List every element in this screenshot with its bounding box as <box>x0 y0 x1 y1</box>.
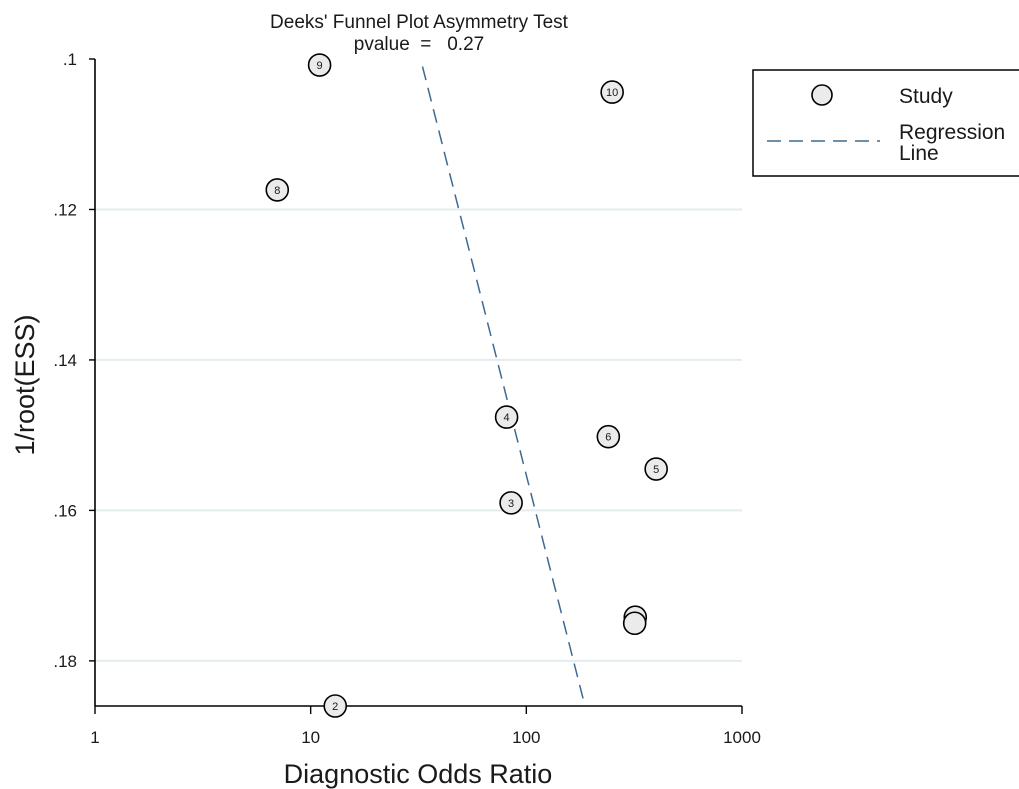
study-marker <box>499 491 523 515</box>
study-label: 4 <box>504 412 510 424</box>
y-tick-label: .18 <box>53 652 77 671</box>
grid-lines <box>95 208 742 662</box>
x-tick-label: 10 <box>301 728 320 747</box>
legend-regression-label-1: Regression <box>899 121 1005 144</box>
study-label: 8 <box>274 185 280 197</box>
study-marker <box>265 178 290 202</box>
study-marker <box>323 694 348 718</box>
study-label: 5 <box>653 464 659 476</box>
study-label: 2 <box>332 701 338 713</box>
study-marker <box>600 80 624 104</box>
legend-regression-label-2: Line <box>899 142 939 165</box>
legend-study-label: Study <box>899 85 953 108</box>
y-tick-label: .16 <box>53 501 77 520</box>
study-label: 3 <box>508 498 514 510</box>
axes: .1 .12 .14 .16 .18 1 10 100 1000 <box>53 50 761 747</box>
regression-line-group <box>421 66 586 707</box>
y-tick-label: .1 <box>63 50 77 69</box>
chart-subtitle: pvalue = 0.27 <box>354 34 484 55</box>
study-marker <box>622 611 647 636</box>
x-tick-label: 1000 <box>723 728 761 747</box>
study-marker <box>644 457 668 481</box>
x-axis-label: Diagnostic Odds Ratio <box>284 759 553 789</box>
x-tick-label: 100 <box>512 728 540 747</box>
chart-title: Deeks' Funnel Plot Asymmetry Test <box>270 12 569 33</box>
y-axis-label: 1/root(ESS) <box>10 314 40 455</box>
study-label: 10 <box>606 87 618 99</box>
study-label: 6 <box>605 432 611 444</box>
study-marker <box>596 424 621 449</box>
legend-study-marker <box>811 84 833 106</box>
study-marker <box>494 405 519 429</box>
legend: Study Regression Line <box>752 69 1019 177</box>
y-tick-label: .12 <box>53 200 77 219</box>
study-label: 9 <box>317 60 323 72</box>
x-tick-label: 1 <box>90 728 99 747</box>
study-marker <box>307 53 332 77</box>
study-markers: 2345678910 <box>265 53 668 718</box>
regression-line <box>421 66 586 707</box>
y-tick-label: .14 <box>53 351 77 370</box>
legend-box <box>752 69 1019 177</box>
